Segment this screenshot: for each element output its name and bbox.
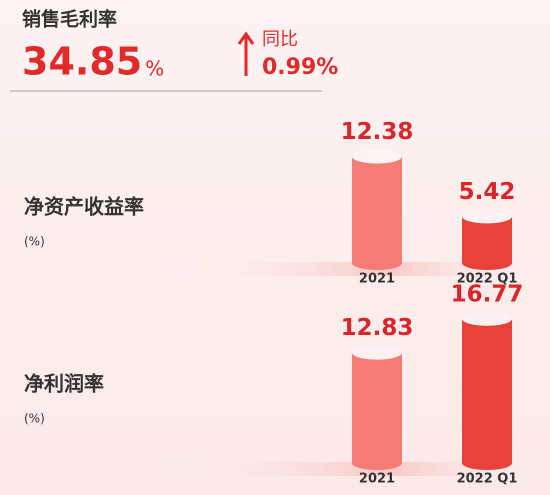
chart-title: 净利润率 — [24, 372, 104, 396]
bar-top — [352, 149, 402, 164]
chart-title: 净资产收益率 — [24, 195, 144, 219]
kpi-unit: % — [145, 57, 164, 81]
value-label: 12.38 — [341, 119, 414, 145]
x-tick-label: 2022 Q1 — [457, 472, 518, 487]
x-tick-label: 2021 — [359, 472, 395, 487]
chart-subtitle: (%) — [24, 412, 45, 426]
bar — [352, 352, 402, 470]
x-tick-label: 2022 Q1 — [457, 272, 518, 287]
bar — [462, 216, 512, 270]
change-value: 0.99% — [262, 55, 338, 80]
kpi-value: 34.85 — [22, 40, 142, 84]
value-label: 5.42 — [459, 179, 516, 205]
change-label: 同比 — [262, 29, 298, 50]
bar-top — [462, 311, 512, 326]
bar-top — [462, 209, 512, 224]
bar — [352, 156, 402, 270]
bar-top — [352, 345, 402, 360]
floor-band — [150, 262, 550, 276]
kpi-title: 销售毛利率 — [22, 8, 117, 31]
x-tick-label: 2021 — [359, 272, 395, 287]
up-arrow — [237, 31, 255, 76]
chart-subtitle: (%) — [24, 235, 45, 249]
floor-band — [150, 462, 550, 476]
value-label: 12.83 — [341, 315, 414, 341]
bar — [462, 318, 512, 470]
value-label: 16.77 — [451, 281, 524, 307]
